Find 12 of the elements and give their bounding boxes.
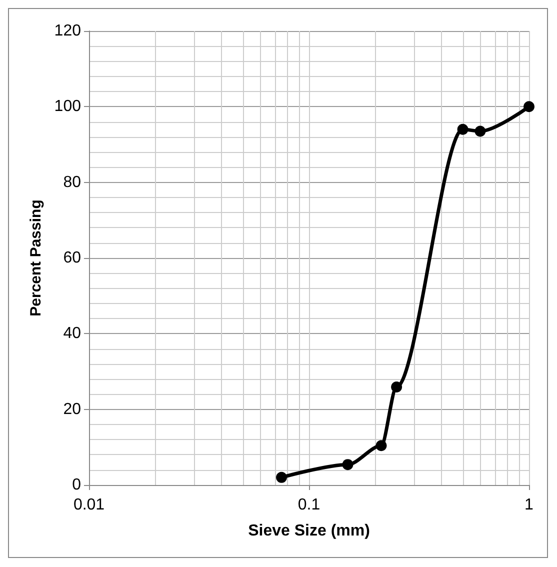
- y-tick-label: 100: [54, 98, 82, 116]
- y-tick-label: 0: [72, 476, 82, 494]
- y-axis-title: Percent Passing: [27, 200, 44, 316]
- x-axis-title: Sieve Size (mm): [248, 522, 370, 540]
- y-tick-label: 40: [63, 325, 82, 342]
- y-tick-label: 120: [54, 22, 82, 40]
- y-tick-label: 20: [63, 400, 82, 418]
- x-tick-label: 0.1: [298, 496, 320, 514]
- y-tick-label: 80: [63, 174, 82, 191]
- y-tick-label: 60: [63, 250, 82, 266]
- x-tick-label: 0.01: [73, 496, 105, 514]
- x-tick-label: 1: [524, 496, 534, 514]
